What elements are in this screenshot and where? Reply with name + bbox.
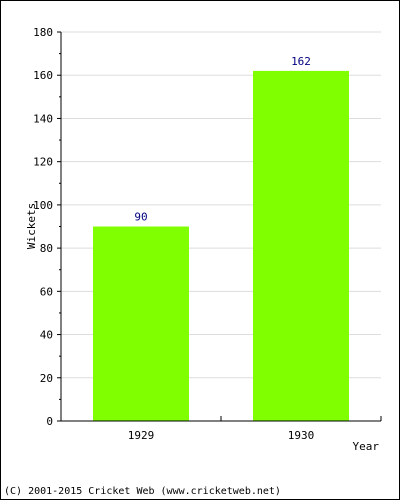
y-axis-label: Wickets (25, 203, 38, 249)
bar-1930 (253, 70, 349, 422)
data-label: 90 (134, 211, 147, 224)
y-tick-label: 40 (40, 329, 53, 342)
x-tick-label: 1930 (288, 429, 315, 442)
y-tick-label: 160 (33, 69, 53, 82)
y-tick-label: 0 (46, 415, 53, 428)
y-tick-label: 120 (33, 156, 53, 169)
bars (93, 70, 349, 422)
labels: 0 20 40 60 80 100 120 140 160 180 90 1929 162 1930 (33, 26, 314, 442)
y-tick-label: 20 (40, 372, 53, 385)
y-tick-label: 180 (33, 26, 53, 39)
copyright-text: (C) 2001-2015 Cricket Web (www.cricketwe… (4, 486, 281, 497)
axes (57, 31, 382, 422)
data-label: 162 (291, 55, 311, 68)
x-tick-label: 1929 (128, 429, 155, 442)
y-tick-label: 80 (40, 242, 53, 255)
y-tick-label: 100 (33, 199, 53, 212)
y-tick-label: 60 (40, 285, 53, 298)
x-axis-label: Year (353, 440, 380, 453)
y-tick-label: 140 (33, 112, 53, 125)
bar-1929 (93, 226, 189, 421)
